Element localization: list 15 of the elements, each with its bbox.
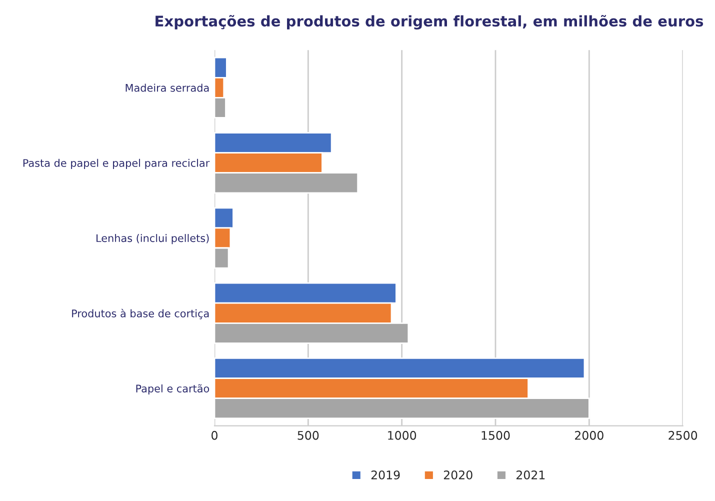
y-tick-label: Papel e cartão	[136, 384, 210, 394]
x-tick-label: 1500	[482, 430, 510, 440]
legend-label: 2019	[371, 470, 400, 480]
x-tick-label: 500	[298, 430, 319, 440]
x-tick-label: 0	[212, 430, 218, 440]
legend-label: 2020	[444, 470, 472, 480]
chart-title: Exportações de produtos de origem florestal, em milhões de euros	[156, 15, 704, 30]
x-tick-label: 1000	[388, 430, 416, 440]
y-tick-label: Produtos à base de cortiça	[72, 308, 209, 320]
y-tick-label: Madeira serrada	[126, 84, 209, 92]
legend-label: 2021	[516, 470, 545, 480]
x-tick-label: 2500	[668, 430, 698, 440]
x-tick-label: 2000	[575, 430, 604, 440]
y-tick-label: Pasta de papel e papel para reciclar	[23, 158, 210, 169]
y-tick-label: Lenhas (inclui pellets)	[96, 234, 209, 244]
